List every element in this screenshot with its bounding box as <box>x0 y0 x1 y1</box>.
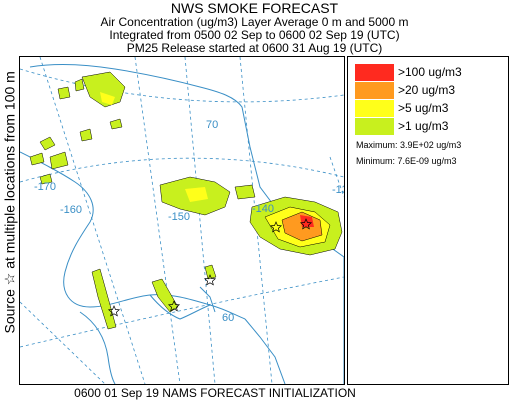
lon-label-170: -170 <box>34 181 56 193</box>
minimum-value: Minimum: 7.6E-09 ug/m3 <box>356 156 457 166</box>
legend-label: >20 ug/m3 <box>398 83 456 97</box>
legend-item-5: >5 ug/m3 <box>355 100 505 117</box>
lon-label-130: -130 <box>332 184 344 196</box>
smoke-map: -170 -160 -150 -140 -130 70 60 <box>20 57 344 384</box>
integration-period: Integrated from 0500 02 Sep to 0600 02 S… <box>109 28 400 42</box>
source-height-label: Source ☆ at multiple locations from 100 … <box>1 71 18 334</box>
legend-item-20: >20 ug/m3 <box>355 82 505 99</box>
source-markers <box>107 218 313 317</box>
map-panel[interactable]: -170 -160 -150 -140 -130 70 60 <box>19 56 345 385</box>
lon-label-160: -160 <box>60 204 82 216</box>
map-title: NWS SMOKE FORECAST <box>170 0 339 16</box>
lat-label-70: 70 <box>206 119 218 131</box>
legend-swatch-yellow <box>355 100 394 117</box>
coastline <box>20 63 344 384</box>
concentration-subtitle: Air Concentration (ug/m3) Layer Average … <box>100 15 409 29</box>
forecast-initialization: 0600 01 Sep 19 NAMS FORECAST INITIALIZAT… <box>74 386 356 400</box>
legend-swatch-red <box>355 64 394 81</box>
concentration-legend: >100 ug/m3 >20 ug/m3 >5 ug/m3 >1 ug/m3 M… <box>347 56 509 385</box>
lon-label-150: -150 <box>168 211 190 223</box>
lat-label-60: 60 <box>222 312 234 324</box>
legend-item-1: >1 ug/m3 <box>355 118 505 135</box>
release-start: PM25 Release started at 0600 31 Aug 19 (… <box>126 41 383 55</box>
smoke-plumes <box>29 71 343 330</box>
legend-label: >100 ug/m3 <box>398 65 462 79</box>
legend-swatch-green <box>355 118 394 135</box>
lon-label-140: -140 <box>252 203 274 215</box>
legend-item-100: >100 ug/m3 <box>355 64 505 81</box>
legend-label: >1 ug/m3 <box>398 119 449 133</box>
legend-swatch-orange <box>355 82 394 99</box>
maximum-value: Maximum: 3.9E+02 ug/m3 <box>356 140 462 150</box>
legend-label: >5 ug/m3 <box>398 101 449 115</box>
